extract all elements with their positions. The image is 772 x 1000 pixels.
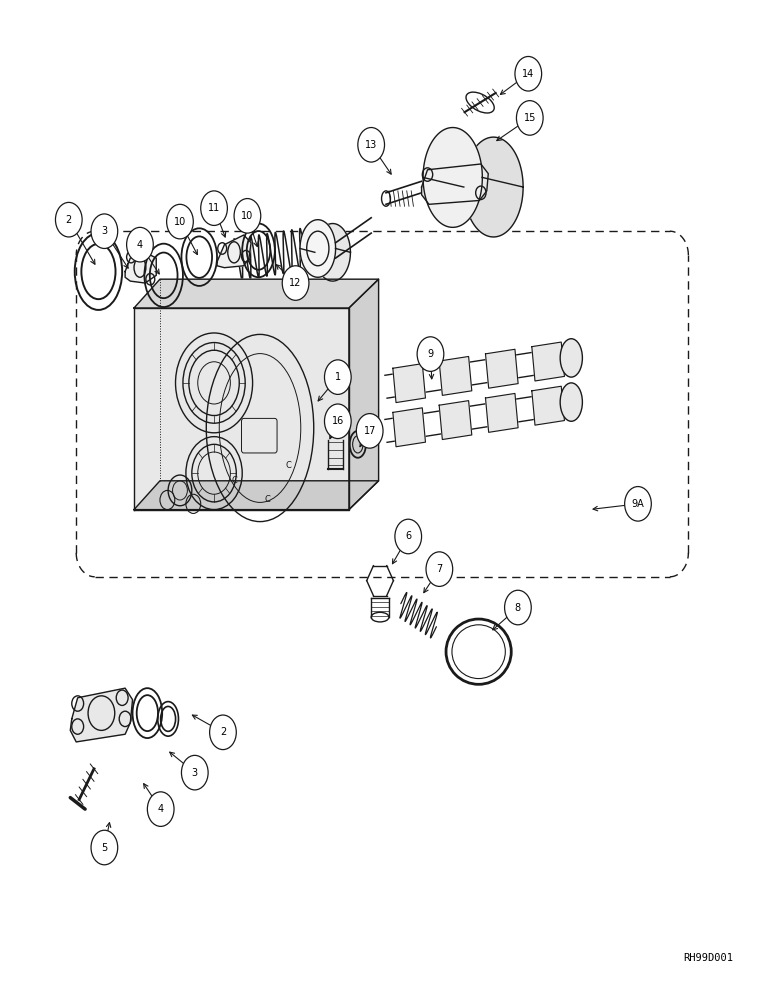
Text: C: C bbox=[265, 495, 270, 504]
Circle shape bbox=[201, 191, 228, 225]
Polygon shape bbox=[300, 220, 336, 277]
Polygon shape bbox=[70, 688, 133, 742]
Circle shape bbox=[324, 404, 351, 439]
Circle shape bbox=[127, 227, 154, 262]
Circle shape bbox=[147, 792, 174, 826]
Circle shape bbox=[91, 214, 117, 248]
Text: 5: 5 bbox=[101, 843, 107, 853]
Polygon shape bbox=[486, 393, 518, 432]
Circle shape bbox=[56, 202, 82, 237]
Circle shape bbox=[395, 519, 422, 554]
Circle shape bbox=[417, 337, 444, 371]
Circle shape bbox=[516, 101, 543, 135]
Text: 7: 7 bbox=[436, 564, 442, 574]
Text: 11: 11 bbox=[208, 203, 220, 213]
Polygon shape bbox=[134, 279, 378, 308]
Text: 17: 17 bbox=[364, 426, 376, 436]
Circle shape bbox=[181, 755, 208, 790]
Circle shape bbox=[515, 56, 542, 91]
Text: RH99D001: RH99D001 bbox=[683, 953, 733, 963]
Circle shape bbox=[210, 715, 236, 750]
Text: C: C bbox=[285, 461, 291, 470]
Circle shape bbox=[167, 204, 193, 239]
Text: 12: 12 bbox=[290, 278, 302, 288]
Text: 4: 4 bbox=[157, 804, 164, 814]
Polygon shape bbox=[393, 364, 425, 403]
Text: C: C bbox=[231, 476, 237, 485]
Text: 10: 10 bbox=[174, 217, 186, 227]
Text: 9A: 9A bbox=[631, 499, 645, 509]
Polygon shape bbox=[315, 224, 350, 281]
Text: 3: 3 bbox=[191, 768, 198, 778]
Polygon shape bbox=[125, 252, 156, 283]
Text: 1: 1 bbox=[335, 372, 341, 382]
Polygon shape bbox=[439, 356, 472, 395]
Text: 8: 8 bbox=[515, 603, 521, 613]
Ellipse shape bbox=[560, 339, 582, 377]
Polygon shape bbox=[532, 386, 564, 425]
Polygon shape bbox=[134, 308, 349, 510]
Circle shape bbox=[234, 199, 261, 233]
Polygon shape bbox=[486, 349, 518, 388]
Circle shape bbox=[91, 830, 117, 865]
Text: 2: 2 bbox=[66, 215, 72, 225]
Polygon shape bbox=[439, 401, 472, 440]
Text: 3: 3 bbox=[101, 226, 107, 236]
Ellipse shape bbox=[560, 383, 582, 421]
Circle shape bbox=[357, 414, 383, 448]
Text: 9: 9 bbox=[428, 349, 434, 359]
Polygon shape bbox=[464, 137, 523, 237]
Text: 14: 14 bbox=[522, 69, 534, 79]
Polygon shape bbox=[422, 164, 488, 204]
Polygon shape bbox=[217, 235, 251, 268]
Circle shape bbox=[426, 552, 452, 586]
Circle shape bbox=[505, 590, 531, 625]
Text: 10: 10 bbox=[242, 211, 253, 221]
Polygon shape bbox=[134, 481, 378, 510]
Text: 4: 4 bbox=[137, 240, 143, 250]
Circle shape bbox=[283, 266, 309, 300]
Polygon shape bbox=[393, 408, 425, 447]
Polygon shape bbox=[532, 342, 564, 381]
Circle shape bbox=[324, 360, 351, 394]
Circle shape bbox=[358, 128, 384, 162]
Text: 16: 16 bbox=[332, 416, 344, 426]
Polygon shape bbox=[423, 128, 482, 227]
Circle shape bbox=[625, 487, 652, 521]
Text: 13: 13 bbox=[365, 140, 378, 150]
Polygon shape bbox=[349, 279, 378, 510]
Text: 2: 2 bbox=[220, 727, 226, 737]
Text: 15: 15 bbox=[523, 113, 536, 123]
Text: 6: 6 bbox=[405, 531, 411, 541]
